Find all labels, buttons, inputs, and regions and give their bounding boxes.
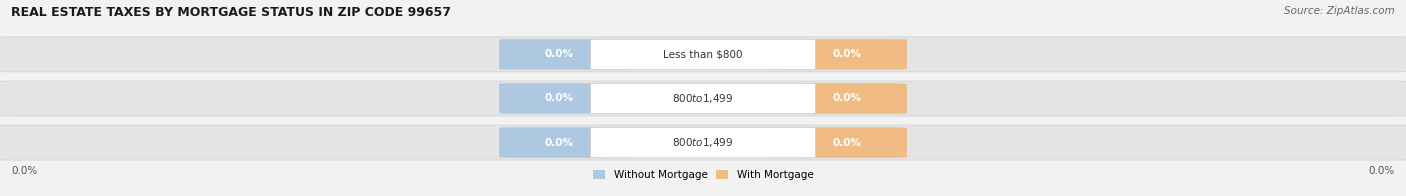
Text: 0.0%: 0.0% xyxy=(832,93,862,103)
Text: Source: ZipAtlas.com: Source: ZipAtlas.com xyxy=(1284,6,1395,16)
Text: 0.0%: 0.0% xyxy=(11,166,38,176)
FancyBboxPatch shape xyxy=(0,125,1406,160)
FancyBboxPatch shape xyxy=(591,83,815,114)
Text: 0.0%: 0.0% xyxy=(1368,166,1395,176)
FancyBboxPatch shape xyxy=(591,39,815,70)
FancyBboxPatch shape xyxy=(773,83,907,114)
Text: 0.0%: 0.0% xyxy=(832,49,862,59)
FancyBboxPatch shape xyxy=(0,37,1406,72)
FancyBboxPatch shape xyxy=(499,39,633,70)
Text: 0.0%: 0.0% xyxy=(544,93,574,103)
Text: 0.0%: 0.0% xyxy=(544,49,574,59)
FancyBboxPatch shape xyxy=(591,127,815,158)
Legend: Without Mortgage, With Mortgage: Without Mortgage, With Mortgage xyxy=(589,166,817,184)
Text: 0.0%: 0.0% xyxy=(544,138,574,148)
Text: REAL ESTATE TAXES BY MORTGAGE STATUS IN ZIP CODE 99657: REAL ESTATE TAXES BY MORTGAGE STATUS IN … xyxy=(11,6,451,19)
FancyBboxPatch shape xyxy=(499,83,633,114)
Text: $800 to $1,499: $800 to $1,499 xyxy=(672,92,734,105)
FancyBboxPatch shape xyxy=(0,81,1406,116)
FancyBboxPatch shape xyxy=(499,127,633,158)
Text: Less than $800: Less than $800 xyxy=(664,49,742,59)
Text: $800 to $1,499: $800 to $1,499 xyxy=(672,136,734,149)
Text: 0.0%: 0.0% xyxy=(832,138,862,148)
FancyBboxPatch shape xyxy=(773,127,907,158)
FancyBboxPatch shape xyxy=(773,39,907,70)
